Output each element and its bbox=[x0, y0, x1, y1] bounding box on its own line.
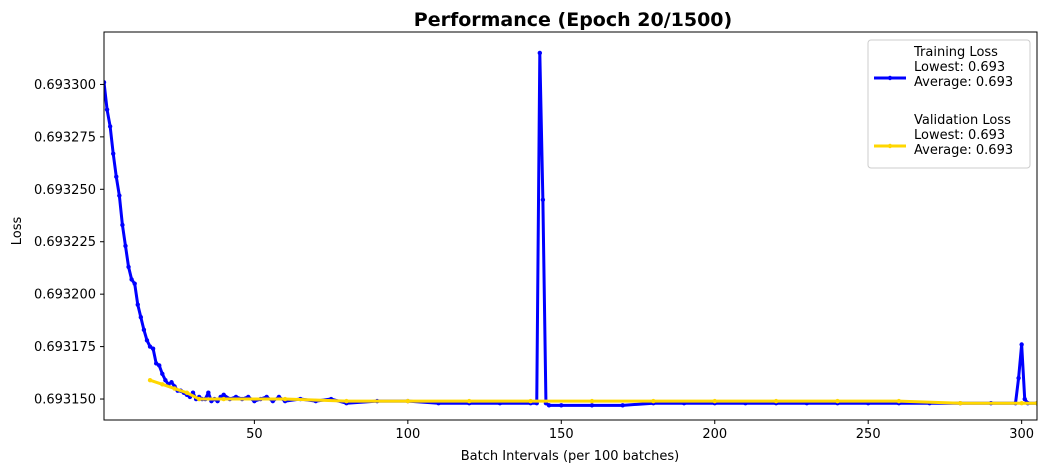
data-point bbox=[184, 390, 190, 395]
data-point bbox=[206, 390, 211, 395]
data-point bbox=[144, 338, 150, 343]
data-point bbox=[163, 377, 168, 383]
legend-label: Lowest: 0.693 bbox=[914, 60, 1005, 75]
data-point bbox=[559, 403, 564, 408]
data-point bbox=[1034, 401, 1037, 406]
data-point bbox=[111, 151, 116, 156]
y-axis-label: Loss bbox=[10, 217, 25, 246]
legend-label: Validation Loss bbox=[914, 113, 1011, 128]
data-point bbox=[651, 398, 656, 404]
data-point bbox=[835, 398, 840, 404]
y-tick-label: 0.693150 bbox=[34, 393, 96, 408]
data-point bbox=[1019, 342, 1024, 347]
data-point bbox=[712, 398, 717, 404]
plot-frame bbox=[103, 31, 1038, 421]
x-tick-label: 250 bbox=[856, 427, 881, 442]
data-point bbox=[123, 243, 128, 249]
data-point bbox=[344, 398, 349, 404]
y-tick-label: 0.693200 bbox=[34, 288, 96, 303]
data-point bbox=[129, 277, 134, 282]
x-tick-label: 50 bbox=[246, 427, 263, 442]
data-point bbox=[1022, 396, 1027, 402]
data-point bbox=[196, 396, 202, 402]
series-layer bbox=[104, 50, 1037, 408]
legend-label: Average: 0.693 bbox=[914, 143, 1013, 158]
data-point bbox=[132, 281, 137, 286]
legend-label: Training Loss bbox=[913, 45, 998, 60]
data-point bbox=[958, 401, 963, 406]
data-point bbox=[896, 398, 902, 404]
data-point bbox=[150, 346, 156, 351]
data-point bbox=[540, 197, 546, 202]
data-point bbox=[153, 361, 159, 366]
data-point bbox=[135, 302, 140, 307]
data-point bbox=[147, 344, 153, 349]
x-tick-label: 100 bbox=[395, 427, 420, 442]
legend-box bbox=[867, 39, 1031, 169]
data-point bbox=[147, 377, 153, 383]
data-point bbox=[221, 392, 226, 398]
data-point bbox=[160, 382, 165, 387]
y-tick-label: 0.693225 bbox=[34, 235, 96, 250]
data-point bbox=[107, 124, 113, 129]
series-validation-loss bbox=[147, 377, 1037, 406]
data-point bbox=[1016, 375, 1021, 381]
data-point bbox=[104, 80, 107, 85]
data-point bbox=[773, 398, 779, 404]
legend-label: Average: 0.693 bbox=[914, 75, 1013, 90]
data-point bbox=[169, 380, 174, 385]
series-line bbox=[149, 378, 1037, 405]
data-point bbox=[172, 386, 177, 391]
data-point bbox=[141, 327, 147, 333]
legend-marker bbox=[887, 143, 893, 149]
x-axis-ticks: 50 100 150 200 250 300 bbox=[246, 420, 1034, 442]
data-point bbox=[120, 222, 125, 228]
y-tick-label: 0.693300 bbox=[34, 78, 96, 93]
y-tick-label: 0.693175 bbox=[34, 340, 96, 355]
legend-label: Lowest: 0.693 bbox=[914, 128, 1005, 143]
x-axis-label: Batch Intervals (per 100 batches) bbox=[461, 449, 679, 464]
data-point bbox=[114, 174, 119, 179]
x-tick-label: 300 bbox=[1009, 427, 1034, 442]
data-point bbox=[104, 107, 110, 112]
data-point bbox=[467, 398, 472, 404]
data-point bbox=[160, 371, 165, 377]
data-point bbox=[282, 396, 288, 402]
data-point bbox=[405, 398, 411, 404]
x-tick-label: 200 bbox=[702, 427, 727, 442]
data-point bbox=[528, 398, 533, 404]
x-tick-label: 150 bbox=[549, 427, 574, 442]
data-point bbox=[126, 264, 131, 270]
data-point bbox=[589, 398, 595, 404]
y-tick-label: 0.693275 bbox=[34, 130, 96, 145]
data-point bbox=[117, 193, 122, 198]
y-axis-ticks: 0.693150 0.693175 0.693200 0.693225 0.693250… bbox=[34, 78, 104, 408]
data-point bbox=[589, 403, 595, 408]
data-point bbox=[138, 315, 144, 320]
data-point bbox=[537, 50, 543, 56]
y-tick-label: 0.693250 bbox=[34, 183, 96, 198]
legend-marker bbox=[887, 75, 893, 81]
chart-title: Performance (Epoch 20/1500) bbox=[414, 9, 732, 31]
data-point bbox=[1019, 401, 1024, 406]
data-point bbox=[620, 403, 625, 408]
data-point bbox=[221, 396, 226, 402]
data-point bbox=[546, 403, 552, 408]
data-point bbox=[157, 363, 162, 368]
